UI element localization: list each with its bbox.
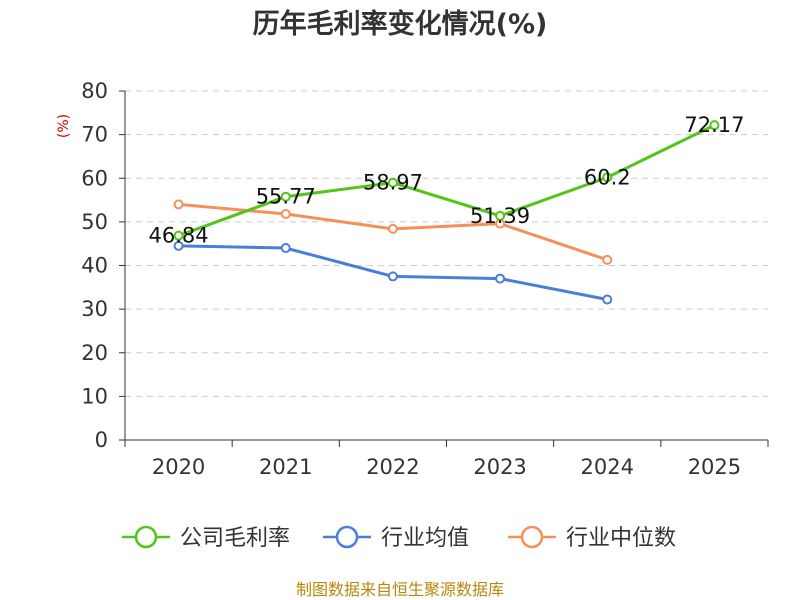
data-point — [387, 223, 398, 234]
data-label: 55.77 — [256, 185, 316, 209]
x-tick-label: 2024 — [581, 455, 634, 479]
data-label: 58.97 — [363, 171, 423, 195]
legend-label: 行业中位数 — [566, 526, 676, 551]
chart-title: 历年毛利率变化情况(%) — [253, 8, 548, 40]
data-point — [709, 120, 720, 131]
y-tick-label: 10 — [81, 384, 108, 408]
data-labels: 46.84 55.77 58.97 51.39 60.2 72.17 — [149, 113, 745, 248]
series-line-0 — [178, 123, 716, 238]
x-tick-label: 2023 — [473, 455, 526, 479]
data-point — [173, 199, 184, 210]
legend-label: 公司毛利率 — [180, 526, 290, 551]
y-tick-label: 20 — [81, 341, 108, 365]
data-point — [602, 172, 613, 183]
data-point — [280, 243, 291, 254]
x-tick-label: 2021 — [259, 455, 312, 479]
y-tick-label: 40 — [81, 254, 108, 278]
x-tick-label: 2025 — [688, 455, 741, 479]
data-point — [387, 177, 398, 188]
data-point — [387, 271, 398, 282]
legend-label: 行业均值 — [381, 526, 469, 551]
legend-marker — [134, 525, 158, 549]
data-point — [602, 254, 613, 265]
data-point — [495, 273, 506, 284]
axes: 0 10 20 30 40 50 60 70 80 2020 2021 2022 2023 2024 202… — [81, 79, 769, 479]
y-tick-label: 30 — [81, 297, 108, 321]
data-point — [173, 240, 184, 251]
grid-lines — [125, 90, 768, 397]
legend: 公司毛利率 行业均值 行业中位数 — [122, 525, 676, 551]
series-group — [173, 120, 720, 305]
legend-marker — [335, 525, 359, 549]
legend-marker — [520, 525, 544, 549]
y-tick-label: 0 — [95, 428, 108, 452]
data-point — [602, 294, 613, 305]
data-point — [173, 230, 184, 241]
data-point — [495, 210, 506, 221]
data-label: 72.17 — [684, 113, 744, 137]
y-tick-label: 60 — [81, 166, 108, 190]
source-note: 制图数据来自恒生聚源数据库 — [296, 580, 504, 599]
data-point — [280, 191, 291, 202]
x-tick-label: 2022 — [366, 455, 419, 479]
y-axis-label: (%) — [56, 114, 72, 138]
data-label: 46.84 — [149, 224, 209, 248]
data-point — [280, 209, 291, 220]
x-tick-label: 2020 — [152, 455, 205, 479]
y-tick-label: 50 — [81, 210, 108, 234]
data-label: 51.39 — [470, 204, 530, 228]
data-label: 60.2 — [584, 165, 631, 189]
y-tick-label: 80 — [81, 79, 108, 103]
y-tick-label: 70 — [81, 123, 108, 147]
